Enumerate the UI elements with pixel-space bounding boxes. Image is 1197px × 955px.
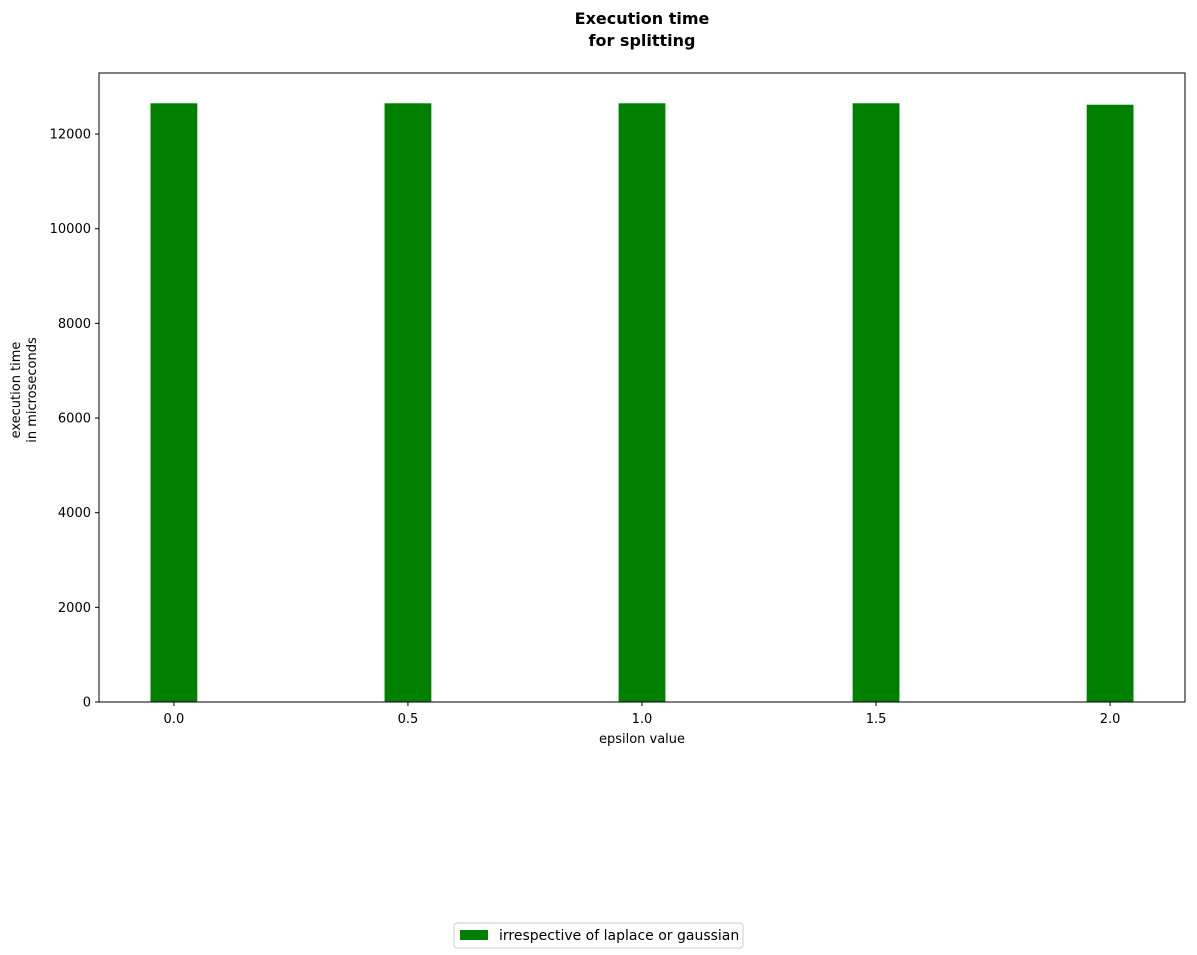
x-tick-label: 1.5 (866, 712, 887, 727)
bar-1.5 (852, 103, 900, 702)
legend: irrespective of laplace or gaussian (453, 922, 744, 949)
y-tick-label: 0 (83, 696, 91, 711)
y-tick-label: 10000 (50, 222, 91, 237)
chart-title-line-2: for splitting (589, 31, 696, 50)
x-tick-label: 0.0 (164, 712, 185, 727)
y-tick-label: 6000 (58, 412, 91, 427)
y-tick-label: 12000 (50, 128, 91, 143)
y-axis-label-line-2: in microseconds (25, 337, 40, 443)
legend-swatch (460, 930, 488, 940)
y-axis-label-line-1: execution time (9, 342, 24, 439)
legend-label: irrespective of laplace or gaussian (499, 928, 739, 944)
bar-2.0 (1086, 104, 1134, 702)
y-tick-label: 8000 (58, 317, 91, 332)
x-axis-ticks: 0.0 0.5 1.0 1.5 2.0 (164, 702, 1121, 727)
bar-0.5 (384, 103, 432, 702)
x-tick-label: 1.0 (632, 712, 653, 727)
y-tick-label: 4000 (58, 506, 91, 521)
chart-title-line-1: Execution time (575, 9, 710, 28)
x-tick-label: 0.5 (398, 712, 419, 727)
x-axis-label: epsilon value (599, 732, 685, 747)
bar-1.0 (618, 103, 666, 702)
bars-group (150, 103, 1134, 702)
y-axis-ticks: 0 2000 4000 6000 8000 10000 12000 (50, 128, 99, 711)
legend-frame (453, 922, 744, 949)
y-tick-label: 2000 (58, 601, 91, 616)
plot-area-frame (98, 72, 1186, 703)
x-tick-label: 2.0 (1100, 712, 1121, 727)
bar-0.0 (150, 103, 198, 702)
